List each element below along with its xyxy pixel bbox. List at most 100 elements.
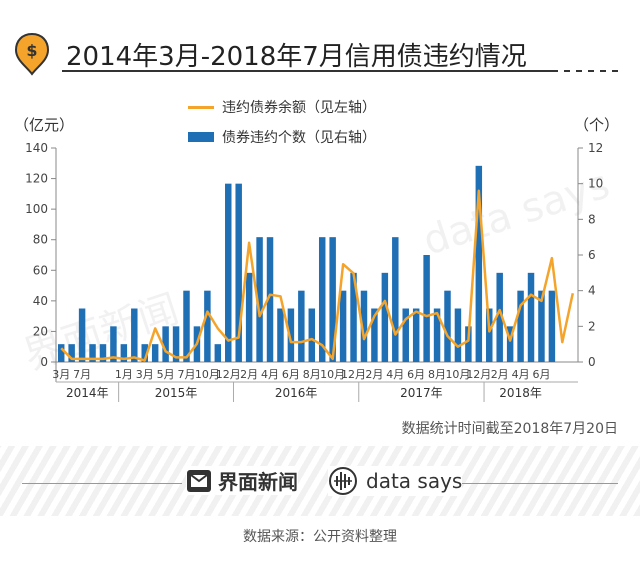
bar bbox=[350, 272, 357, 362]
title-rule bbox=[62, 70, 558, 72]
x-axis-tick-label: 10月 bbox=[445, 368, 470, 381]
bar bbox=[131, 308, 138, 362]
header: $ 2014年3月-2018年7月信用债违约情况 bbox=[0, 0, 640, 92]
left-axis-tick-label: 100 bbox=[25, 202, 48, 216]
bar bbox=[308, 308, 316, 362]
left-axis-tick-label: 0 bbox=[40, 355, 48, 369]
data-source: 数据来源：公开资料整理 bbox=[243, 529, 397, 545]
left-axis-tick-label: 120 bbox=[25, 172, 48, 186]
datasays-logo-icon bbox=[329, 467, 357, 495]
x-axis-tick-label: 3月 bbox=[52, 368, 70, 381]
bar bbox=[506, 326, 514, 362]
bar bbox=[120, 344, 128, 362]
bar bbox=[433, 308, 441, 362]
legend-item-bar: 债券违约个数（见右轴） bbox=[188, 122, 376, 152]
bar bbox=[402, 308, 409, 362]
footer-band bbox=[0, 446, 640, 516]
bar bbox=[486, 308, 493, 362]
x-axis-tick-label: 6月 bbox=[532, 368, 550, 381]
right-axis-tick-label: 6 bbox=[588, 248, 596, 262]
legend-swatch-bar bbox=[188, 132, 214, 142]
x-axis-tick-label: 6月 bbox=[407, 368, 425, 381]
bar bbox=[277, 308, 284, 362]
x-axis-tick-label: 7月 bbox=[178, 368, 196, 381]
bar bbox=[225, 183, 232, 362]
right-axis-tick-label: 2 bbox=[588, 319, 596, 333]
left-axis-tick-label: 60 bbox=[33, 263, 48, 277]
bar bbox=[78, 308, 86, 362]
bar bbox=[360, 290, 368, 362]
x-axis-tick-label: 7月 bbox=[73, 368, 91, 381]
bar bbox=[287, 308, 295, 362]
bar bbox=[371, 308, 378, 362]
bar bbox=[465, 326, 472, 362]
x-axis-tick-label: 3月 bbox=[136, 368, 154, 381]
left-axis-unit: （亿元） bbox=[14, 116, 75, 134]
right-axis-tick-label: 0 bbox=[588, 355, 596, 369]
bar bbox=[214, 344, 222, 362]
bar bbox=[172, 326, 180, 362]
left-axis-tick-label: 20 bbox=[33, 324, 48, 338]
bar bbox=[151, 344, 159, 362]
year-label: 2016年 bbox=[275, 386, 318, 400]
bar bbox=[496, 272, 503, 362]
bar bbox=[412, 308, 420, 362]
right-axis-tick-label: 10 bbox=[588, 177, 603, 191]
bar bbox=[298, 290, 305, 362]
bar bbox=[256, 237, 263, 362]
right-axis-tick-label: 8 bbox=[588, 212, 596, 226]
page-title: 2014年3月-2018年7月信用债违约情况 bbox=[66, 42, 527, 72]
bar bbox=[110, 326, 117, 362]
footer-rule-left bbox=[22, 483, 182, 484]
x-axis-tick-label: 4月 bbox=[386, 368, 404, 381]
bar bbox=[381, 272, 389, 362]
bar bbox=[68, 344, 75, 362]
year-label: 2014年 bbox=[66, 386, 109, 400]
bar bbox=[392, 237, 399, 362]
bar bbox=[89, 344, 96, 362]
right-axis-unit: （个） bbox=[574, 116, 620, 134]
bar bbox=[183, 290, 190, 362]
bar bbox=[245, 272, 253, 362]
brand-jiemian: 界面新闻 bbox=[186, 466, 298, 495]
bar bbox=[329, 237, 336, 362]
x-axis-tick-label: 10月 bbox=[195, 368, 220, 381]
x-axis-tick-label: 12月 bbox=[216, 368, 241, 381]
chart-legend: 违约债券余额（见左轴） 债券违约个数（见右轴） bbox=[188, 92, 376, 152]
bar bbox=[318, 237, 326, 362]
footer-rule-right bbox=[458, 483, 618, 484]
bar bbox=[266, 237, 274, 362]
right-axis-tick-label: 12 bbox=[588, 141, 603, 155]
bar bbox=[444, 290, 451, 362]
bar bbox=[517, 290, 524, 362]
year-label: 2015年 bbox=[155, 386, 198, 400]
brand-datasays: data says bbox=[328, 466, 463, 496]
dollar-badge-icon: $ bbox=[14, 32, 50, 76]
brand-datasays-text: data says bbox=[366, 469, 463, 493]
bar bbox=[99, 344, 107, 362]
x-axis-tick-label: 4月 bbox=[512, 368, 530, 381]
bar bbox=[454, 308, 462, 362]
right-axis-tick-label: 4 bbox=[588, 284, 596, 298]
x-axis-tick-label: 6月 bbox=[282, 368, 300, 381]
bar bbox=[162, 326, 169, 362]
x-axis-tick-label: 12月 bbox=[466, 368, 491, 381]
legend-label-line: 违约债券余额（见左轴） bbox=[222, 100, 376, 116]
brand-jiemian-text: 界面新闻 bbox=[218, 470, 298, 494]
x-axis-tick-label: 2月 bbox=[491, 368, 509, 381]
x-axis-tick-label: 8月 bbox=[303, 368, 321, 381]
bar bbox=[204, 290, 211, 362]
x-axis-tick-label: 8月 bbox=[428, 368, 446, 381]
bar bbox=[527, 272, 535, 362]
year-label: 2018年 bbox=[499, 386, 542, 400]
x-axis-tick-label: 2月 bbox=[240, 368, 258, 381]
svg-text:$: $ bbox=[26, 41, 37, 60]
bar bbox=[57, 344, 65, 362]
bar bbox=[141, 344, 148, 362]
bar bbox=[475, 165, 483, 362]
balance-line bbox=[60, 189, 575, 362]
left-axis-tick-label: 80 bbox=[33, 233, 48, 247]
legend-label-bar: 债券违约个数（见右轴） bbox=[222, 130, 376, 146]
bar bbox=[235, 183, 242, 362]
